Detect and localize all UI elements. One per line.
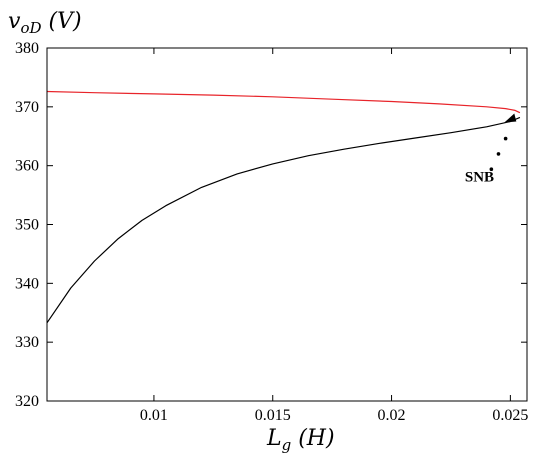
y-axis-ticks: 320 330 340 350 360 370 380 xyxy=(15,40,527,410)
upper-branch-line xyxy=(46,90,521,114)
y-tick-label: 330 xyxy=(15,334,39,351)
annotation-dot xyxy=(496,152,501,156)
annotation-dot xyxy=(489,167,494,171)
y-tick-label: 380 xyxy=(15,40,39,57)
lower-branch-line xyxy=(46,116,521,324)
x-tick-label: 0.01 xyxy=(140,407,168,424)
annotation-dot xyxy=(503,136,508,141)
y-tick-label: 340 xyxy=(15,275,39,292)
y-tick-label: 350 xyxy=(15,217,39,234)
x-axis-ticks: 0.01 0.015 0.02 0.025 xyxy=(140,48,528,424)
y-tick-label: 370 xyxy=(15,99,39,116)
snb-arrowhead xyxy=(504,113,517,123)
snb-annotation: SNB xyxy=(465,113,517,186)
y-tick-label: 320 xyxy=(15,393,39,410)
x-tick-label: 0.025 xyxy=(492,407,528,424)
y-tick-label: 360 xyxy=(15,158,39,175)
x-tick-label: 0.02 xyxy=(378,407,406,424)
series-layer xyxy=(46,90,521,324)
snb-label: SNB xyxy=(465,170,494,186)
y-axis-label: voD (V) xyxy=(8,9,82,37)
x-tick-label: 0.015 xyxy=(255,407,291,424)
x-axis-label: Lg (H) xyxy=(266,426,335,454)
plot-frame xyxy=(46,47,528,402)
